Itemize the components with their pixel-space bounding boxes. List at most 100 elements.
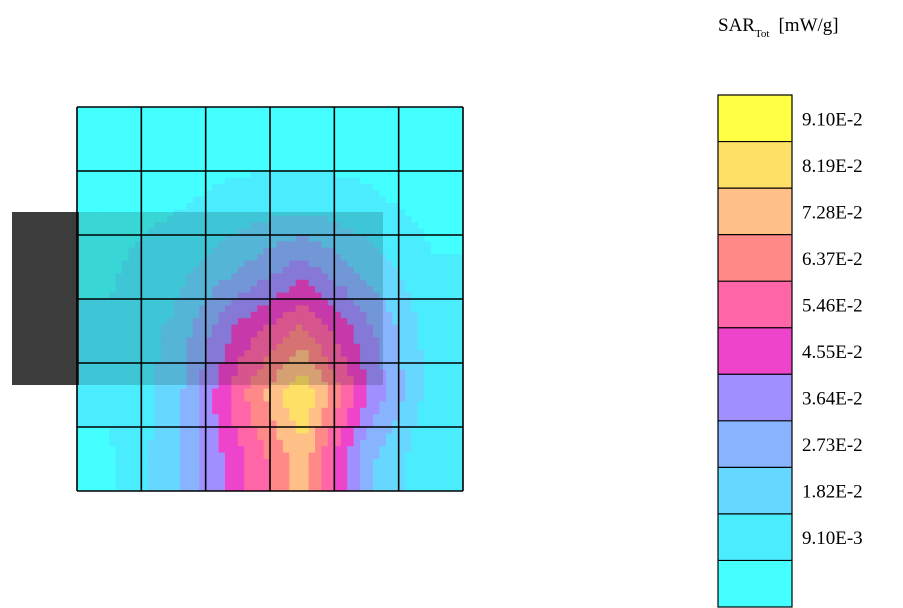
- sar-sample: [321, 331, 329, 338]
- sar-sample: [398, 484, 406, 492]
- sar-sample: [205, 324, 213, 332]
- sar-sample: [424, 452, 432, 460]
- sar-sample: [263, 414, 271, 421]
- sar-sample: [315, 139, 322, 146]
- sar-sample: [405, 465, 412, 473]
- sar-sample: [270, 446, 277, 453]
- sar-sample: [244, 484, 252, 492]
- sar-sample: [398, 343, 406, 351]
- sar-sample: [340, 145, 348, 153]
- sar-sample: [218, 324, 226, 332]
- sar-sample: [334, 126, 342, 133]
- sar-sample: [411, 132, 419, 140]
- sar-sample: [250, 286, 258, 293]
- sar-sample: [430, 324, 438, 332]
- sar-sample: [250, 465, 258, 473]
- sar-sample: [372, 459, 380, 466]
- sar-sample: [141, 343, 149, 351]
- sar-sample: [353, 356, 361, 364]
- sar-sample: [160, 107, 168, 114]
- sar-sample: [366, 254, 374, 261]
- sar-sample: [392, 311, 400, 319]
- sar-sample: [218, 331, 226, 338]
- sar-sample: [411, 177, 419, 185]
- sar-sample: [347, 343, 355, 351]
- sar-sample: [321, 132, 329, 140]
- sar-sample: [192, 305, 200, 313]
- sar-sample: [327, 139, 335, 146]
- sar-sample: [237, 267, 245, 274]
- sar-sample: [257, 478, 264, 485]
- sar-sample: [192, 260, 200, 268]
- sar-sample: [115, 113, 123, 121]
- sar-sample: [257, 452, 264, 460]
- sar-sample: [154, 260, 162, 268]
- sar-sample: [398, 177, 406, 185]
- sar-sample: [379, 209, 387, 217]
- sar-sample: [295, 356, 303, 364]
- sar-sample: [160, 356, 168, 364]
- sar-sample: [308, 350, 316, 357]
- sar-sample: [154, 241, 162, 249]
- sar-sample: [115, 132, 123, 140]
- sar-sample: [115, 286, 123, 293]
- sar-sample: [340, 343, 348, 351]
- sar-sample: [263, 241, 271, 249]
- sar-sample: [437, 305, 445, 313]
- sar-sample: [385, 395, 393, 402]
- sar-sample: [411, 414, 419, 421]
- sar-sample: [411, 375, 419, 383]
- sar-sample: [186, 459, 194, 466]
- sar-sample: [289, 126, 297, 133]
- sar-sample: [115, 164, 123, 172]
- sar-sample: [115, 446, 123, 453]
- sar-sample: [218, 286, 226, 293]
- sar-sample: [405, 113, 412, 121]
- sar-sample: [417, 107, 425, 114]
- sar-sample: [224, 318, 232, 325]
- sar-sample: [186, 151, 194, 159]
- sar-sample: [134, 395, 142, 402]
- sar-sample: [167, 471, 174, 479]
- sar-sample: [237, 132, 245, 140]
- sar-sample: [276, 254, 284, 261]
- sar-sample: [276, 311, 284, 319]
- sar-sample: [167, 459, 174, 466]
- sar-sample: [405, 279, 412, 287]
- sar-sample: [89, 203, 97, 210]
- sar-sample: [282, 254, 290, 261]
- sar-sample: [443, 459, 451, 466]
- sar-sample: [321, 247, 329, 255]
- sar-sample: [340, 414, 348, 421]
- sar-sample: [347, 107, 355, 114]
- sar-sample: [96, 215, 104, 223]
- sar-sample: [417, 171, 425, 178]
- sar-sample: [102, 439, 110, 447]
- sar-sample: [109, 439, 116, 447]
- sar-sample: [250, 164, 258, 172]
- sar-sample: [340, 395, 348, 402]
- sar-sample: [366, 260, 374, 268]
- sar-sample: [450, 382, 457, 389]
- sar-sample: [83, 369, 91, 377]
- sar-sample: [392, 382, 400, 389]
- sar-sample: [385, 209, 393, 217]
- sar-sample: [83, 126, 91, 133]
- sar-sample: [257, 337, 264, 345]
- sar-sample: [405, 228, 412, 236]
- sar-sample: [392, 267, 400, 274]
- sar-sample: [134, 132, 142, 140]
- sar-sample: [289, 299, 297, 306]
- sar-sample: [340, 107, 348, 114]
- sar-sample: [77, 363, 84, 370]
- sar-sample: [263, 203, 271, 210]
- sar-sample: [186, 478, 194, 485]
- sar-sample: [282, 113, 290, 121]
- sar-sample: [456, 267, 464, 274]
- sar-sample: [417, 222, 425, 229]
- sar-sample: [360, 279, 367, 287]
- sar-sample: [411, 427, 419, 434]
- sar-sample: [141, 382, 149, 389]
- sar-sample: [263, 356, 271, 364]
- sar-sample: [141, 305, 149, 313]
